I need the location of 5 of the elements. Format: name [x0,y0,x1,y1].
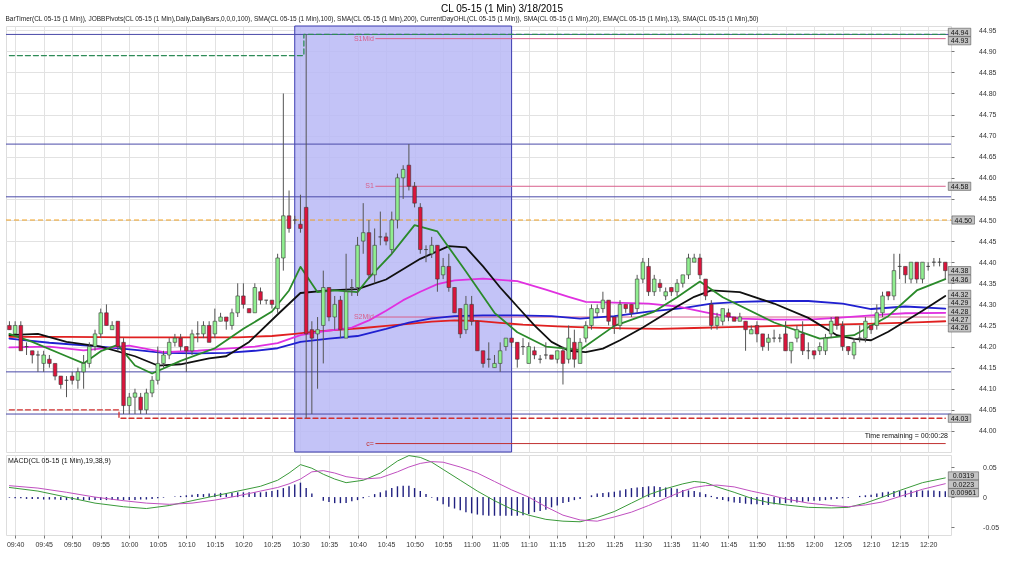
candlestick [378,211,383,246]
candlestick [703,278,708,301]
candlestick [931,257,936,267]
candlestick [538,354,543,364]
chart-title: CL 05-15 (1 Min) 3/18/2015 [441,2,564,14]
